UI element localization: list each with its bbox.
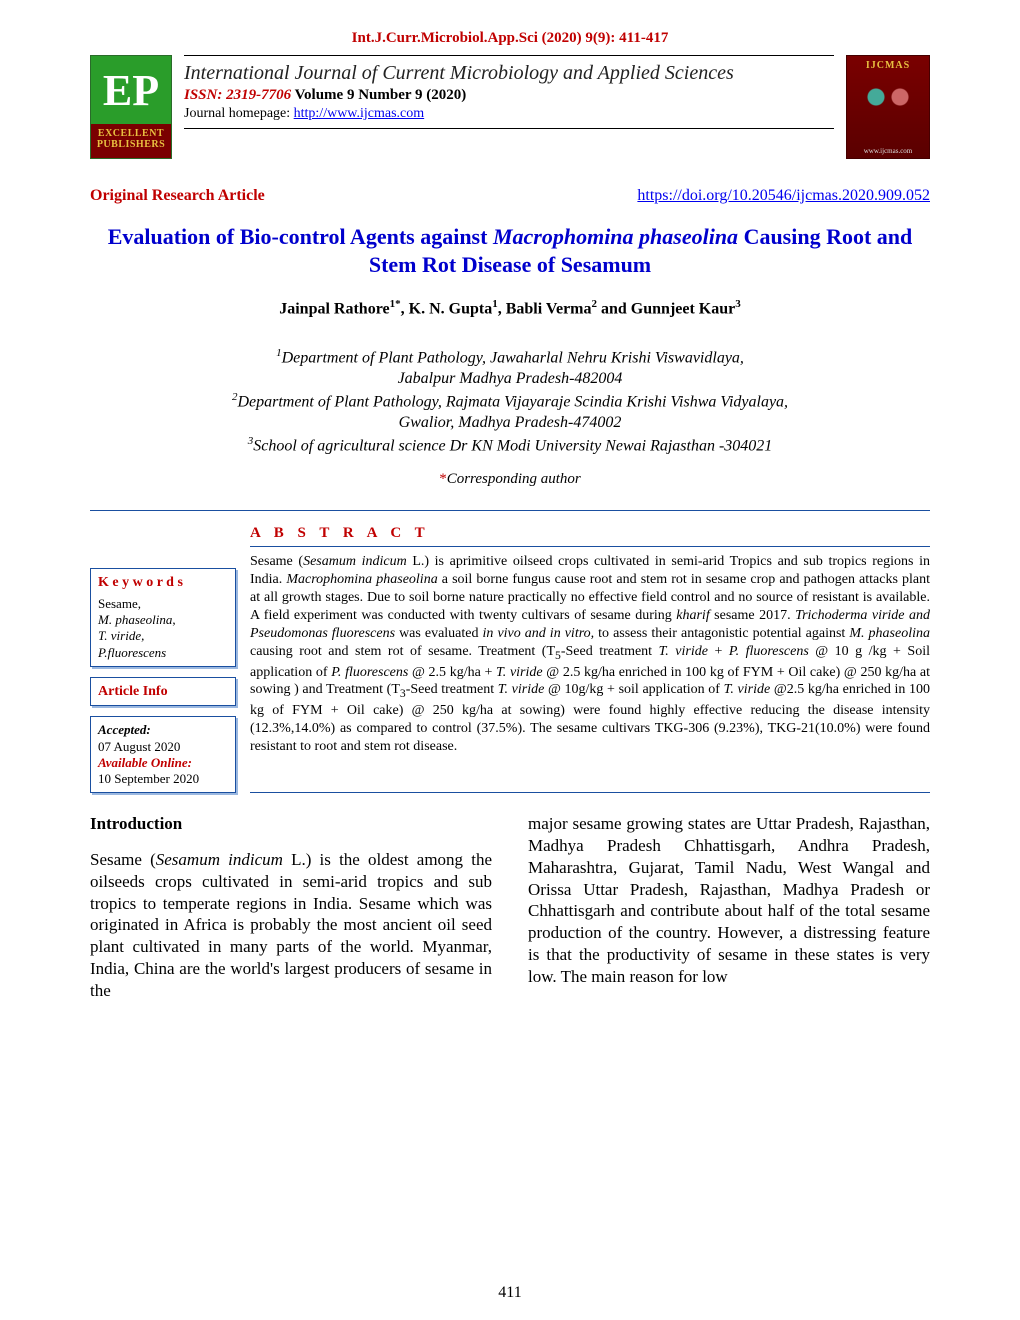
body-columns: Introduction Sesame (Sesamum indicum L.)…	[90, 813, 930, 1001]
publisher-line1: EXCELLENT	[98, 128, 164, 139]
introduction-heading: Introduction	[90, 813, 492, 835]
abstract-text: Sesame (Sesamum indicum L.) is aprimitiv…	[250, 546, 930, 793]
journal-header: International Journal of Current Microbi…	[184, 55, 834, 129]
journal-cover-logo: IJCMAS www.ijcmas.com	[846, 55, 930, 159]
header-citation: Int.J.Curr.Microbiol.App.Sci (2020) 9(9)…	[90, 30, 930, 47]
keywords-box: K e y w o r d s Sesame,M. phaseolina,T. …	[90, 568, 236, 667]
article-info-heading-box: Article Info	[90, 677, 236, 707]
homepage-label: Journal homepage:	[184, 106, 294, 121]
title-part-1: Evaluation of Bio-control Agents against	[108, 224, 493, 249]
article-info-heading: Article Info	[98, 684, 168, 699]
cover-art-icon	[858, 77, 918, 117]
publisher-logo: EP EXCELLENT PUBLISHERS	[90, 55, 172, 159]
cover-acronym: IJCMAS	[849, 60, 927, 71]
article-type-row: Original Research Article https://doi.or…	[90, 187, 930, 205]
journal-title: International Journal of Current Microbi…	[184, 62, 834, 85]
body-column-right: major sesame growing states are Uttar Pr…	[528, 813, 930, 1001]
body-column-left: Introduction Sesame (Sesamum indicum L.)…	[90, 813, 492, 1001]
publisher-line2: PUBLISHERS	[97, 139, 165, 150]
section-rule	[90, 510, 930, 511]
issn-number: ISSN: 2319-7706	[184, 87, 291, 103]
article-info-box: Accepted: 07 August 2020 Available Onlin…	[90, 716, 236, 793]
page-number: 411	[0, 1284, 1020, 1302]
homepage-line: Journal homepage: http://www.ijcmas.com	[184, 106, 834, 122]
keywords-heading: K e y w o r d s	[98, 574, 228, 592]
cover-url: www.ijcmas.com	[847, 147, 929, 155]
available-online-label: Available Online:	[98, 755, 228, 771]
side-column: K e y w o r d s Sesame,M. phaseolina,T. …	[90, 546, 236, 793]
body-text-right: major sesame growing states are Uttar Pr…	[528, 813, 930, 987]
doi-link[interactable]: https://doi.org/10.20546/ijcmas.2020.909…	[637, 187, 930, 205]
affiliations: 1Department of Plant Pathology, Jawaharl…	[90, 346, 930, 457]
abstract-heading: A B S T R A C T	[250, 525, 930, 542]
corresponding-author: *Corresponding author	[90, 471, 930, 488]
keywords-list: Sesame,M. phaseolina,T. viride,P.fluores…	[98, 596, 228, 661]
title-species: Macrophomina phaseolina	[493, 224, 738, 249]
available-online-date: 10 September 2020	[98, 771, 228, 787]
homepage-link[interactable]: http://www.ijcmas.com	[294, 106, 425, 121]
abstract-section: K e y w o r d s Sesame,M. phaseolina,T. …	[90, 546, 930, 793]
article-type: Original Research Article	[90, 187, 265, 205]
masthead: EP EXCELLENT PUBLISHERS International Jo…	[90, 55, 930, 159]
volume-issue: Volume 9 Number 9 (2020)	[291, 87, 466, 103]
issn-line: ISSN: 2319-7706 Volume 9 Number 9 (2020)	[184, 87, 834, 104]
corresponding-star: *	[439, 471, 447, 487]
authors: Jainpal Rathore1*, K. N. Gupta1, Babli V…	[90, 298, 930, 318]
publisher-monogram: EP	[91, 56, 171, 124]
body-text-left: Sesame (Sesamum indicum L.) is the oldes…	[90, 849, 492, 1001]
accepted-label: Accepted:	[98, 722, 228, 738]
paper-title: Evaluation of Bio-control Agents against…	[90, 223, 930, 278]
corresponding-label: Corresponding author	[447, 471, 581, 487]
accepted-date: 07 August 2020	[98, 739, 228, 755]
publisher-name: EXCELLENT PUBLISHERS	[91, 124, 171, 158]
